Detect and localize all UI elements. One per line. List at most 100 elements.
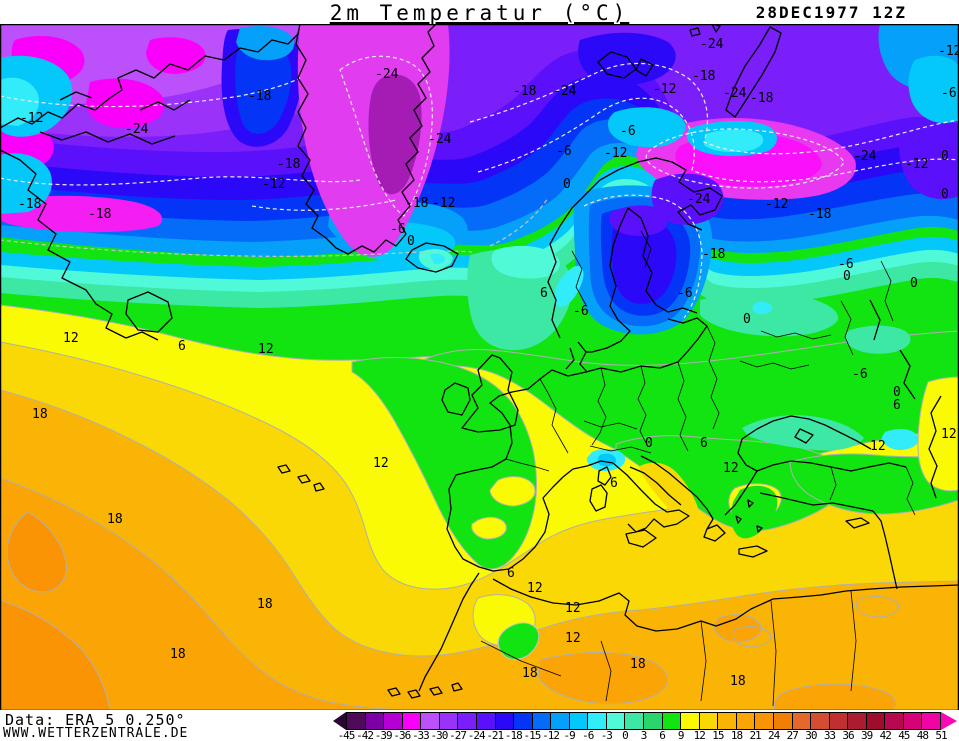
colorbar-cell bbox=[458, 713, 477, 729]
temp-label: 18 bbox=[32, 407, 48, 422]
temp-label: -12 bbox=[938, 44, 959, 59]
temp-label: -24 bbox=[125, 122, 149, 137]
temp-label: -24 bbox=[853, 149, 877, 164]
temp-label: -12 bbox=[432, 196, 455, 211]
temp-label: -12 bbox=[905, 157, 928, 172]
temp-label: 18 bbox=[170, 647, 186, 662]
temperature-map: -12-24-18-24-24-18-12-18-18-18 -12-24-18-… bbox=[0, 24, 959, 711]
region-norwegian-aqua bbox=[491, 245, 560, 279]
colorbar-tick: -45 bbox=[337, 729, 356, 741]
temp-label: -6 bbox=[838, 257, 854, 272]
temp-label: -24 bbox=[553, 84, 577, 99]
colorbar-tick: 27 bbox=[786, 729, 799, 741]
colorbar-cell bbox=[347, 713, 366, 729]
colorbar-tick: 0 bbox=[622, 729, 629, 741]
temp-label: 0 bbox=[893, 385, 901, 400]
region-turkey-green bbox=[789, 453, 959, 515]
colorbar-cell bbox=[773, 713, 793, 729]
temp-label: 18 bbox=[257, 597, 273, 612]
colorbar-cell bbox=[885, 713, 904, 729]
coast-africa bbox=[418, 572, 959, 692]
colorbar-cell bbox=[514, 713, 533, 729]
coast-newfoundland bbox=[125, 291, 173, 333]
colorbar-cell bbox=[402, 713, 422, 729]
colorbar-cell bbox=[662, 713, 682, 729]
colorbar-cell bbox=[811, 713, 830, 729]
colorbar-above-range-arrow bbox=[941, 712, 957, 730]
colorbar-cell bbox=[588, 713, 607, 729]
region-northeast-corner bbox=[878, 24, 959, 200]
temp-label: 6 bbox=[540, 286, 548, 301]
colorbar-tick: -42 bbox=[356, 729, 374, 741]
colorbar-tick: -36 bbox=[393, 729, 411, 741]
cold-regions-layer bbox=[0, 24, 959, 261]
colorbar-cell bbox=[792, 713, 812, 729]
colorbar-cell bbox=[365, 713, 385, 729]
colorbar-tick: -39 bbox=[374, 729, 393, 741]
colorbar-tick: 21 bbox=[749, 729, 761, 741]
colorbar-tick: 39 bbox=[861, 729, 873, 741]
coast-labrador bbox=[0, 149, 159, 341]
band-cyan bbox=[0, 165, 959, 282]
colorbar-cell bbox=[421, 713, 440, 729]
coast-ireland bbox=[441, 382, 471, 416]
temp-label: -6 bbox=[573, 304, 589, 319]
country-borders-layer bbox=[480, 230, 916, 707]
region-norway-spine-cyan bbox=[554, 265, 584, 307]
colorbar-tick: -15 bbox=[523, 729, 542, 741]
coast-svalbard bbox=[597, 51, 654, 79]
coast-italy bbox=[589, 462, 690, 548]
temp-label: -18 bbox=[277, 157, 300, 172]
region-atlantic-green-wedge bbox=[351, 357, 537, 570]
colorbar-cell bbox=[718, 713, 737, 729]
colorbar-tick: -21 bbox=[486, 729, 504, 741]
colorbar-tick: 51 bbox=[935, 729, 947, 741]
temp-label: -18 bbox=[248, 89, 271, 104]
colorbar-cell bbox=[606, 713, 626, 729]
green-overlays-layer bbox=[351, 248, 959, 660]
colorbar-cell bbox=[755, 713, 774, 729]
temp-label: 12 bbox=[63, 331, 79, 346]
temp-label: 0 bbox=[941, 187, 949, 202]
temp-label: -18 bbox=[702, 247, 725, 262]
valid-time-stamp: 28DEC1977 12Z bbox=[755, 3, 907, 22]
region-black-sea bbox=[742, 415, 864, 451]
temp-label: -24 bbox=[428, 132, 452, 147]
temp-label: 6 bbox=[178, 339, 186, 354]
colorbar-cell bbox=[569, 713, 589, 729]
temp-label: -18 bbox=[750, 91, 773, 106]
colorbar-cell bbox=[644, 713, 663, 729]
temp-label: -12 bbox=[20, 111, 43, 126]
temp-label: -24 bbox=[723, 86, 747, 101]
temp-label: 12 bbox=[373, 456, 389, 471]
temp-label: 6 bbox=[507, 566, 515, 581]
temp-label: -18 bbox=[405, 196, 428, 211]
colorbar-cell bbox=[903, 713, 923, 729]
colorbar-cell bbox=[384, 713, 403, 729]
temp-label: -6 bbox=[941, 86, 957, 101]
temp-label: 6 bbox=[700, 436, 708, 451]
colorbar-tick: 33 bbox=[823, 729, 836, 741]
temp-label: -12 bbox=[653, 82, 676, 97]
coast-iceland bbox=[405, 242, 459, 273]
temperature-labels: -12-24-18-24-24-18-12-18-18-18 -12-24-18-… bbox=[18, 37, 959, 689]
temp-label: 18 bbox=[730, 674, 746, 689]
temp-label: 18 bbox=[522, 666, 538, 681]
coast-islands bbox=[277, 464, 463, 699]
temp-label: -6 bbox=[852, 367, 868, 382]
region-caspian-yellow bbox=[917, 376, 959, 492]
temp-label: 12 bbox=[258, 342, 274, 357]
colorbar-cell bbox=[922, 713, 940, 729]
temp-label: -18 bbox=[88, 207, 111, 222]
temp-label: 12 bbox=[527, 581, 543, 596]
temp-label: 0 bbox=[843, 269, 851, 284]
colorbar-cell bbox=[848, 713, 867, 729]
colorbar-cell bbox=[495, 713, 515, 729]
temp-label: -12 bbox=[604, 146, 627, 161]
colorbar-cell bbox=[699, 713, 719, 729]
colorbar-tick: 42 bbox=[879, 729, 892, 741]
temp-label: 12 bbox=[565, 631, 581, 646]
region-greece-green bbox=[731, 485, 778, 539]
colorbar-tick: 45 bbox=[898, 729, 910, 741]
page-title: 2m Temperatur (°C) bbox=[329, 1, 630, 25]
